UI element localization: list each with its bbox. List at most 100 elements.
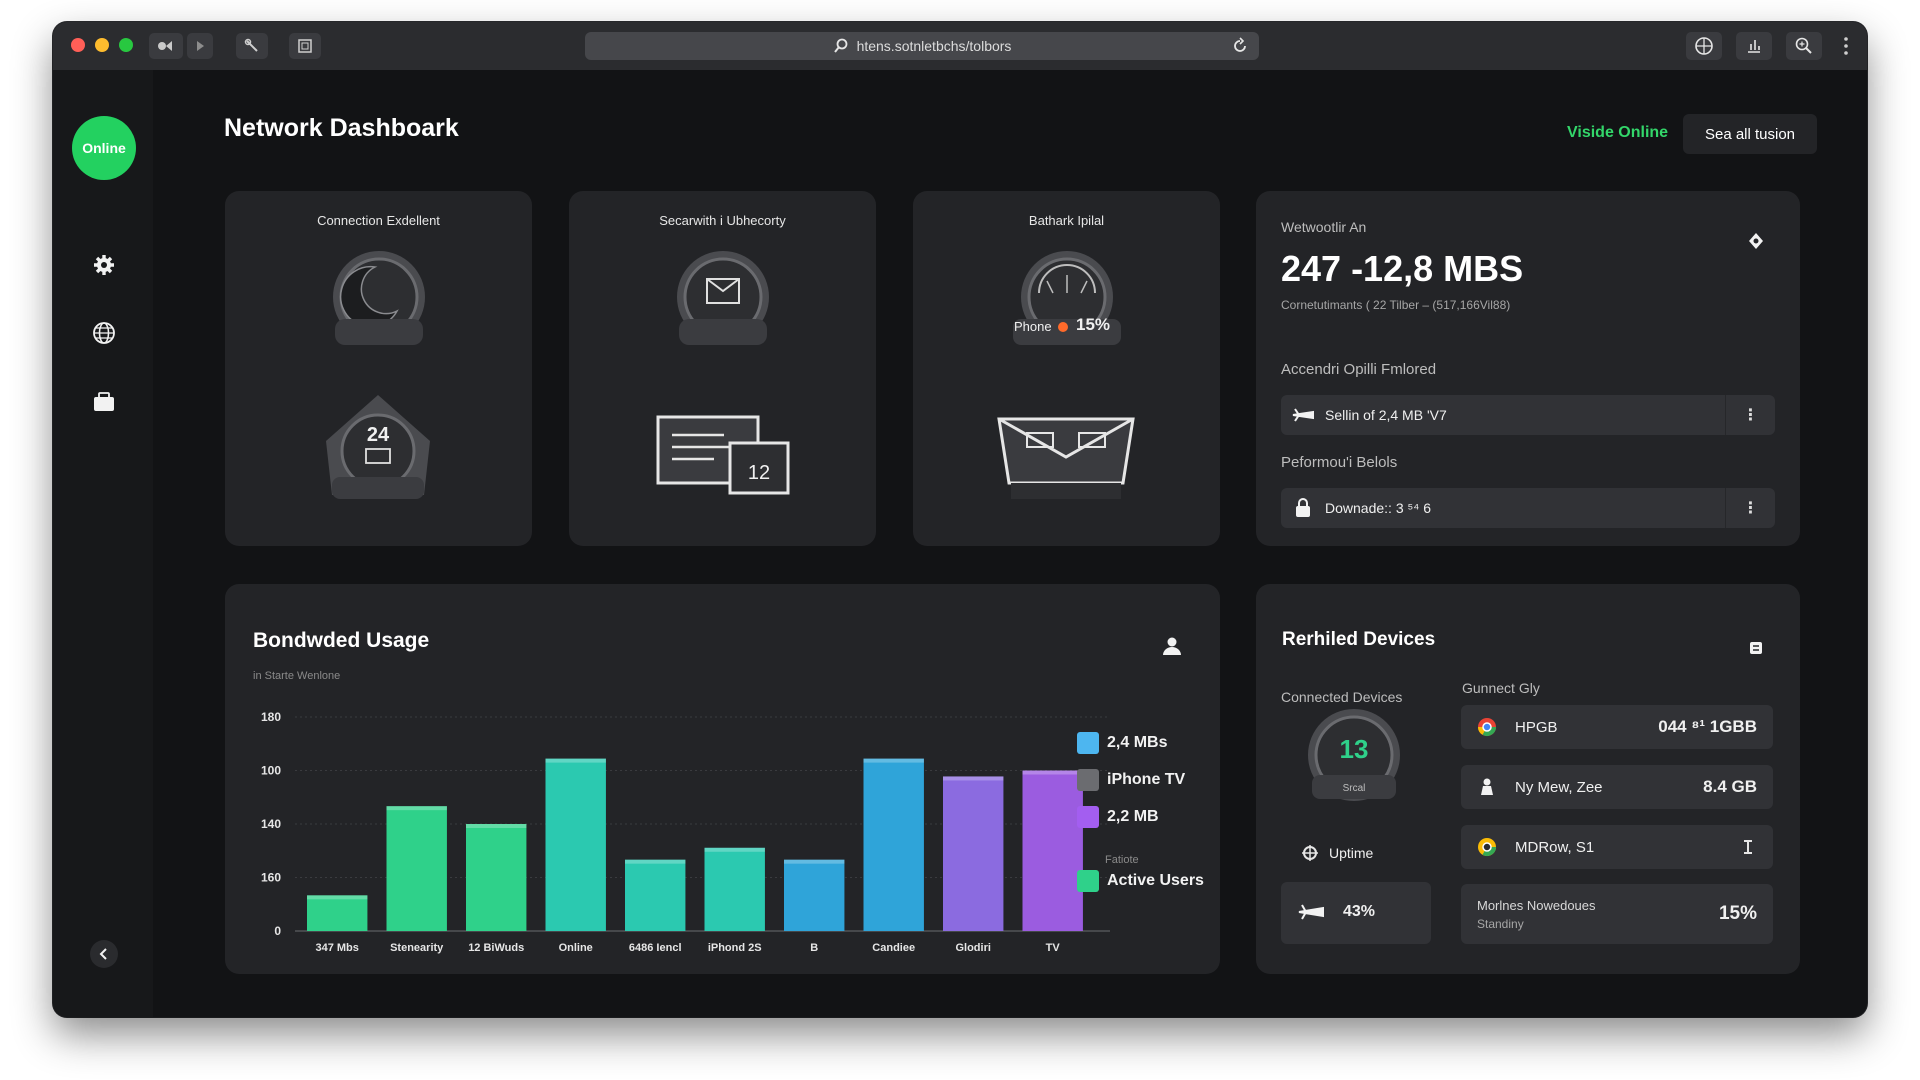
maximize-window-button[interactable] (119, 38, 133, 52)
devices-badge-number: 12 (748, 462, 770, 484)
bar[interactable] (625, 859, 686, 931)
uptime-icon (1301, 844, 1319, 867)
online-status-badge[interactable]: Online (72, 116, 136, 180)
bar[interactable] (704, 847, 765, 931)
user-icon (1163, 637, 1181, 655)
y-tick-label: 180 (261, 710, 281, 724)
connection-status-card[interactable]: Connection Exdellent 24 (225, 191, 532, 546)
legend-swatch (1077, 732, 1099, 754)
bar-highlight (386, 806, 447, 811)
address-bar[interactable]: htens.sotnletbchs/tolbors (585, 32, 1259, 60)
plane-icon (1297, 903, 1325, 926)
device-row[interactable]: HPGB 044 ⁸¹ 1GBB (1461, 705, 1773, 749)
card-title: Secarwith i Ubhecorty (659, 213, 786, 228)
chart-subtitle: in Starte Wenlone (253, 670, 341, 682)
device-summary-row[interactable]: Morlnes Nowedoues Standiny 15% (1461, 884, 1773, 944)
bar-highlight (307, 895, 368, 900)
stats-button[interactable] (1736, 32, 1772, 60)
summary-value: 15% (1718, 903, 1757, 924)
back-button[interactable] (149, 33, 183, 59)
card-title: Bathark Ipilal (1028, 213, 1105, 228)
close-window-button[interactable] (71, 38, 85, 52)
search-icon (833, 38, 847, 53)
security-status-card[interactable]: Secarwith i Ubhecorty 12 (569, 191, 876, 546)
bar-highlight (1022, 770, 1083, 775)
warning-dot-icon (1058, 322, 1068, 332)
connected-devices-label: Connected Devices (1281, 689, 1403, 705)
bar-highlight (784, 859, 845, 864)
x-tick-label: Glodiri (955, 942, 990, 954)
legend-swatch (1077, 806, 1099, 828)
battery-status-card[interactable]: Bathark Ipilal Phone 15% (913, 191, 1220, 546)
network-item-1[interactable]: Sellin of 2,4 MB 'V7 ⋮ (1281, 395, 1775, 435)
globe-icon (93, 322, 115, 344)
legend-item: iPhone TV (1077, 769, 1185, 791)
window-controls (71, 38, 133, 52)
network-button[interactable] (1686, 32, 1722, 60)
device-row[interactable]: Ny Mew, Zee 8.4 GB (1461, 765, 1773, 809)
network-item-text: Downade:: 3 ⁵⁴ 6 (1325, 500, 1431, 516)
devices-title: Rerhiled Devices (1282, 629, 1436, 650)
bar[interactable] (466, 824, 527, 931)
online-link[interactable]: Viside Online (1567, 124, 1669, 141)
tools-button[interactable] (236, 33, 268, 59)
x-tick-label: Online (559, 942, 593, 954)
item-menu-icon[interactable]: ⋮ (1725, 488, 1775, 528)
network-item-2[interactable]: Downade:: 3 ⁵⁴ 6 ⋮ (1281, 488, 1775, 528)
devices-menu-button[interactable] (1748, 640, 1764, 661)
shield-gauge-icon (677, 251, 769, 345)
bar[interactable] (307, 895, 368, 931)
collapse-sidebar-button[interactable] (90, 940, 118, 968)
bar[interactable] (863, 758, 924, 931)
chart-title: Bondwded Usage (253, 629, 430, 652)
bar[interactable] (545, 758, 606, 931)
settings-nav-button[interactable] (91, 252, 117, 278)
legend-item: 2,4 MBs (1077, 732, 1167, 754)
user-filter-button[interactable] (1161, 635, 1183, 662)
wrench-icon (244, 38, 258, 52)
connected-sub: Srcal (1343, 783, 1366, 794)
device-value: 8.4 GB (1703, 777, 1757, 796)
network-summary-card (1256, 191, 1800, 546)
bar[interactable] (1022, 770, 1083, 932)
section-label: Accendri Opilli Fmlored (1281, 361, 1437, 378)
gear-icon (94, 255, 114, 275)
y-tick-label: 0 (274, 924, 281, 938)
forward-button[interactable] (187, 33, 213, 59)
bar[interactable] (386, 806, 447, 931)
see-all-button[interactable]: Sea all tusion (1683, 114, 1817, 154)
x-tick-label: Candiee (872, 942, 915, 954)
link-icon[interactable] (1739, 838, 1757, 856)
zoom-button[interactable] (1786, 32, 1822, 60)
device-row[interactable]: MDRow, S1 (1461, 825, 1773, 869)
section-label: Peformou'i Belols (1281, 454, 1398, 471)
bar-chart-icon (1748, 40, 1760, 53)
network-sub: Cornetutimants ( 22 Tilber – (517,166Vil… (1281, 298, 1511, 312)
device-name: MDRow, S1 (1515, 838, 1595, 856)
files-nav-button[interactable] (91, 389, 117, 415)
card-title: Connection Exdellent (317, 213, 440, 228)
plane-icon (1281, 408, 1325, 422)
minimize-window-button[interactable] (95, 38, 109, 52)
chrome-icon (1478, 838, 1496, 857)
device-name: HPGB (1515, 718, 1558, 736)
battery-percent: 15% (1076, 315, 1111, 334)
legend-note: Fatiote (1105, 854, 1139, 866)
summary-sub: Standiny (1477, 916, 1524, 931)
item-menu-icon[interactable]: ⋮ (1725, 395, 1775, 435)
x-tick-label: iPhond 2S (708, 942, 762, 954)
bandwidth-bar-chart: 0 160 140 100 180 347 Mbs Stenearity 12 BiWuds O… (261, 710, 1110, 954)
summary-name: Morlnes Nowedoues (1477, 897, 1596, 913)
tabs-button[interactable] (289, 33, 321, 59)
pin-icon[interactable] (1747, 232, 1765, 255)
more-menu-icon[interactable] (1843, 36, 1849, 61)
bar[interactable] (943, 776, 1004, 931)
list-icon (1750, 642, 1762, 654)
devices-icon: 12 (656, 415, 790, 495)
network-nav-button[interactable] (91, 320, 117, 346)
bar[interactable] (784, 859, 845, 931)
gunnect-label: Gunnect Gly (1462, 680, 1540, 696)
network-throughput: 247 -12,8 MBS (1281, 248, 1524, 289)
reload-icon[interactable] (1231, 37, 1249, 55)
device-name: Ny Mew, Zee (1515, 778, 1603, 796)
